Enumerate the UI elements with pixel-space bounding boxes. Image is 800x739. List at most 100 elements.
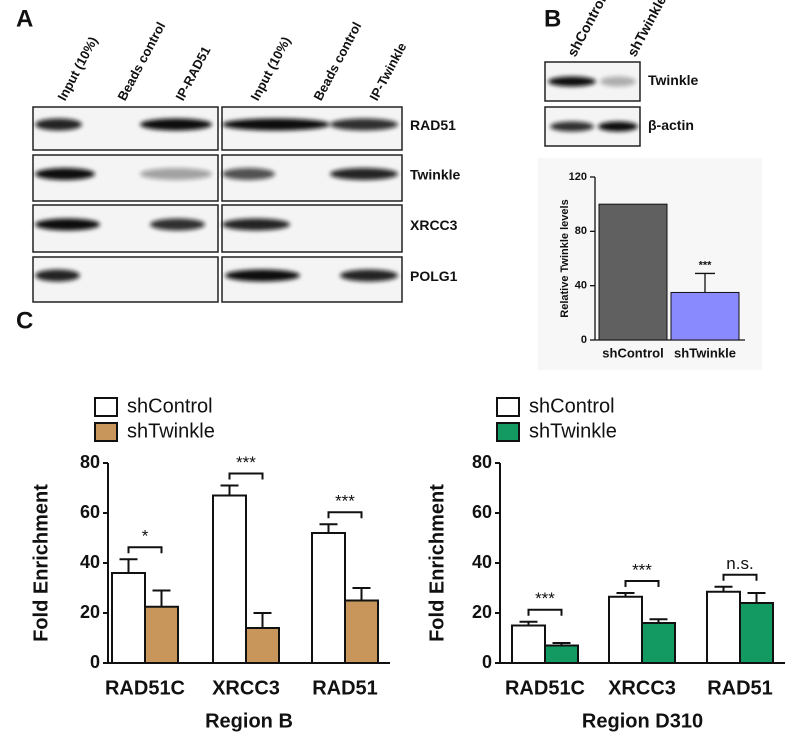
lane-label: Input (10%) <box>54 34 100 103</box>
error-bar <box>747 592 766 603</box>
significance-label: n.s. <box>726 554 753 573</box>
lane-label: shControl <box>564 0 609 59</box>
legend-label: shTwinkle <box>529 420 617 442</box>
x-tick-label: RAD51C <box>505 677 585 699</box>
blot-band <box>35 269 80 282</box>
significance-label: *** <box>236 453 256 472</box>
y-tick-label: 0 <box>90 652 100 672</box>
significance-label: * <box>142 527 149 546</box>
blot-band <box>330 168 398 180</box>
error-bar <box>695 272 715 293</box>
error-bar <box>119 558 138 573</box>
x-tick-label: XRCC3 <box>608 677 676 699</box>
bar <box>670 291 740 341</box>
y-axis-title: Relative Twinkle levels <box>559 199 571 317</box>
blot-band <box>35 118 82 131</box>
blot-band <box>598 121 638 132</box>
error-bar <box>152 589 171 607</box>
bar <box>344 599 379 664</box>
legend-label: shTwinkle <box>127 420 215 442</box>
lane-label: Input (10%) <box>247 34 293 103</box>
blot-band <box>548 76 596 87</box>
blot-band <box>140 118 212 131</box>
y-tick-label: 20 <box>472 602 492 622</box>
significance-bracket <box>527 608 563 616</box>
x-tick-label: RAD51 <box>312 677 378 699</box>
bar <box>739 602 774 664</box>
error-bar <box>649 618 668 623</box>
y-tick-label: 0 <box>482 652 492 672</box>
panel-label: B <box>544 5 561 32</box>
x-tick-label: RAD51 <box>707 677 773 699</box>
blot-row-label: POLG1 <box>410 268 458 284</box>
lane-label: IP-Twinkle <box>366 40 409 103</box>
significance-bracket <box>327 511 363 519</box>
legend-swatch <box>94 397 118 417</box>
legend-swatch <box>496 422 520 442</box>
x-tick-label: shControl <box>602 345 663 360</box>
bar <box>511 624 546 664</box>
bar <box>598 203 668 341</box>
y-tick-label: 80 <box>472 452 492 472</box>
legend-label: shControl <box>127 395 213 417</box>
y-tick-label: 40 <box>80 552 100 572</box>
y-tick-label: 80 <box>575 225 587 237</box>
lane-label: Beads control <box>310 19 364 103</box>
blot-band <box>600 76 636 87</box>
y-tick-label: 120 <box>569 171 587 183</box>
y-axis-title: Fold Enrichment <box>426 484 448 642</box>
x-tick-label: XRCC3 <box>212 677 280 699</box>
lane-label: shTwinkle <box>624 0 670 59</box>
error-bar <box>552 642 571 646</box>
bar <box>608 595 643 664</box>
error-bar <box>714 585 733 592</box>
significance-bracket <box>127 546 163 554</box>
bar <box>111 572 146 664</box>
blot-band <box>222 118 330 131</box>
blot-band <box>222 168 275 180</box>
significance-bracket <box>228 472 264 480</box>
significance-bracket <box>624 580 660 587</box>
blot-band <box>222 218 290 231</box>
y-axis-title: Fold Enrichment <box>30 484 52 642</box>
blot-band <box>340 269 398 282</box>
blot-row-label: XRCC3 <box>410 217 458 233</box>
y-tick-label: 60 <box>80 502 100 522</box>
error-bar <box>253 612 272 628</box>
legend-label: shControl <box>529 395 615 417</box>
panel-label: C <box>16 307 33 334</box>
blot-row-label: Twinkle <box>410 167 461 183</box>
y-tick-label: 60 <box>472 502 492 522</box>
blot-row-label: Twinkle <box>648 72 699 88</box>
y-tick-label: 0 <box>581 334 587 346</box>
y-tick-label: 80 <box>80 452 100 472</box>
bar <box>212 494 247 664</box>
significance-label: *** <box>632 560 652 579</box>
blot-row-label: β-actin <box>648 117 694 133</box>
lane-label: Beads control <box>114 19 168 103</box>
significance-label: *** <box>699 259 713 271</box>
lane-label: IP-RAD51 <box>172 44 213 103</box>
x-tick-label: RAD51C <box>105 677 185 699</box>
bar <box>641 622 676 664</box>
legend-swatch <box>496 397 520 417</box>
y-tick-label: 20 <box>80 602 100 622</box>
significance-label: *** <box>335 492 355 511</box>
y-tick-label: 40 <box>472 552 492 572</box>
significance-bracket <box>722 573 758 581</box>
error-bar <box>220 484 239 496</box>
bar <box>245 627 280 664</box>
blot-band <box>35 218 100 231</box>
error-bar <box>616 592 635 597</box>
y-tick-label: 40 <box>575 280 587 292</box>
blot-row-label: RAD51 <box>410 117 456 133</box>
bar <box>311 532 346 664</box>
error-bar <box>519 620 538 626</box>
x-axis-title: Region D310 <box>582 710 703 732</box>
significance-label: *** <box>535 589 555 608</box>
legend-swatch <box>94 422 118 442</box>
blot-band <box>35 168 95 180</box>
x-tick-label: shTwinkle <box>674 345 736 360</box>
